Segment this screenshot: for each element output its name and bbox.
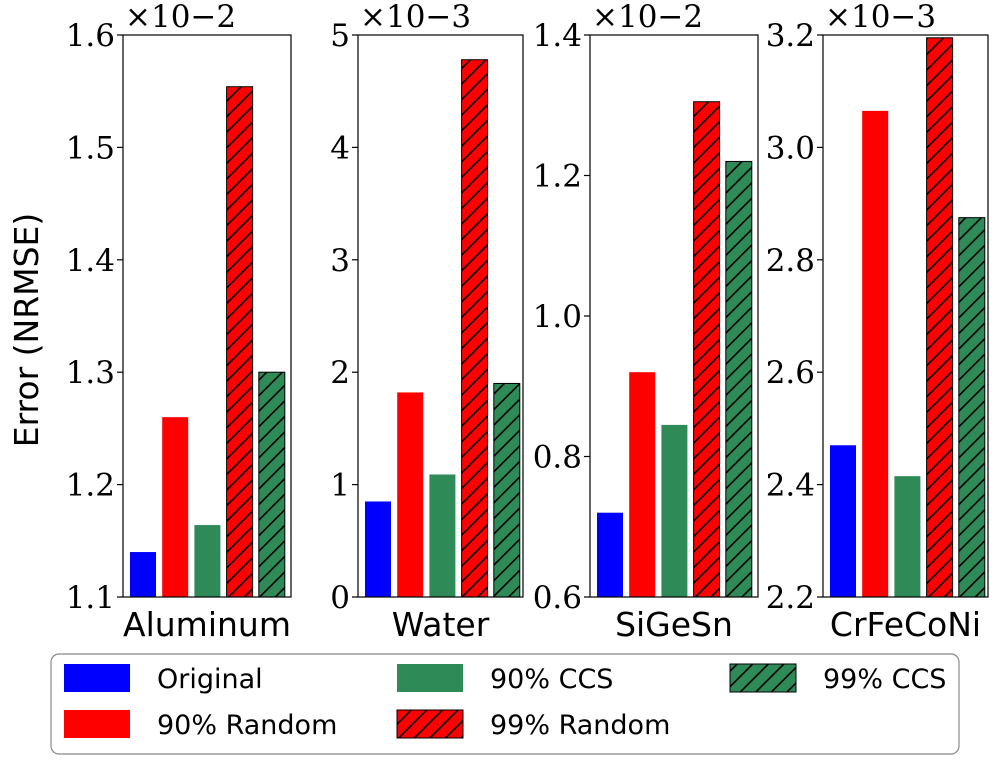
legend-label: 99% Random: [490, 710, 670, 741]
y-tick-label: 1.2: [533, 159, 582, 195]
bar-90-ccs: [194, 525, 221, 597]
y-tick-label: 2.6: [766, 355, 815, 391]
bar-90-random: [862, 110, 889, 598]
bar-original: [830, 445, 856, 597]
bar-99-random: [461, 59, 489, 598]
y-tick-label: 2: [330, 355, 350, 391]
bar-90-ccs: [894, 476, 921, 597]
scale-exponent-label: ×10−3: [360, 0, 471, 35]
y-tick-label: 1.5: [66, 130, 115, 166]
plot-frame: [822, 34, 989, 598]
y-tick-label: 1.0: [533, 299, 582, 335]
bar-original: [130, 552, 156, 597]
y-tick-label: 1.1: [66, 580, 115, 616]
bar-90-random: [629, 372, 656, 597]
y-tick-label: 5: [330, 18, 350, 54]
y-tick-label: 3: [330, 243, 350, 279]
legend: Original 90% CCS 99% CCS 90% Random 99% Rand…: [50, 653, 960, 755]
legend-swatch: [397, 664, 463, 692]
bar-90-random: [397, 392, 424, 597]
y-tick-label: 3.2: [766, 18, 815, 54]
legend-label: 90% Random: [157, 710, 337, 741]
bar-90-ccs: [661, 424, 688, 597]
y-tick-label: 1.4: [66, 243, 115, 279]
plot-frame: [122, 34, 292, 598]
bar-99-random: [693, 101, 721, 598]
y-tick-label: 1: [330, 468, 350, 504]
bar-99-random: [226, 86, 254, 598]
y-tick-label: 1.6: [66, 18, 115, 54]
panel-title: Aluminum: [123, 605, 291, 644]
legend-swatch: [64, 710, 130, 738]
legend-swatch: [396, 709, 464, 739]
panel-title: CrFeCoNi: [830, 605, 981, 644]
y-tick-label: 1.2: [66, 468, 115, 504]
plot-frame: [357, 34, 524, 598]
bar-99-ccs: [493, 382, 521, 598]
bar-original: [597, 512, 623, 597]
bar-90-random: [162, 417, 189, 597]
y-tick-label: 1.4: [533, 18, 582, 54]
panel-aluminum: 1.1 1.2 1.3 1.4 1.5 1.6 ×10−2 Aluminum: [66, 0, 292, 644]
bar-90-ccs: [429, 474, 456, 597]
y-tick-label: 0.8: [533, 440, 582, 476]
y-tick-label: 3.0: [766, 130, 815, 166]
y-tick-label: 0.6: [533, 580, 582, 616]
bar-99-ccs: [958, 217, 986, 598]
panel-sigesn: 0.6 0.8 1.0 1.2 1.4 ×10−2 SiGeSn: [533, 0, 759, 644]
y-tick-label: 2.8: [766, 243, 815, 279]
y-tick-label: 2.4: [766, 468, 815, 504]
legend-label: 99% CCS: [823, 664, 946, 695]
bar-99-ccs: [725, 160, 753, 598]
panel-title: SiGeSn: [615, 605, 733, 644]
panel-water: 0 1 2 3 4 5 ×10−3 Water: [330, 0, 524, 644]
panel-crfeconi: 2.2 2.4 2.6 2.8 3.0 3.2 ×10−3 CrFeCoNi: [766, 0, 989, 644]
legend-label: Original: [157, 664, 263, 695]
y-axis-label: Error (NRMSE): [7, 213, 46, 448]
y-tick-label: 2.2: [766, 580, 815, 616]
legend-swatch: [64, 664, 130, 692]
y-tick-label: 1.3: [66, 355, 115, 391]
bar-99-random: [926, 37, 954, 598]
scale-exponent-label: ×10−3: [825, 0, 936, 35]
bar-99-ccs: [258, 371, 286, 598]
legend-label: 90% CCS: [490, 664, 613, 695]
scale-exponent-label: ×10−2: [592, 0, 703, 35]
y-tick-label: 0: [330, 580, 350, 616]
scale-exponent-label: ×10−2: [125, 0, 236, 35]
legend-swatch: [729, 663, 797, 693]
bar-original: [365, 501, 391, 597]
y-tick-label: 4: [330, 130, 350, 166]
panel-title: Water: [392, 605, 490, 644]
